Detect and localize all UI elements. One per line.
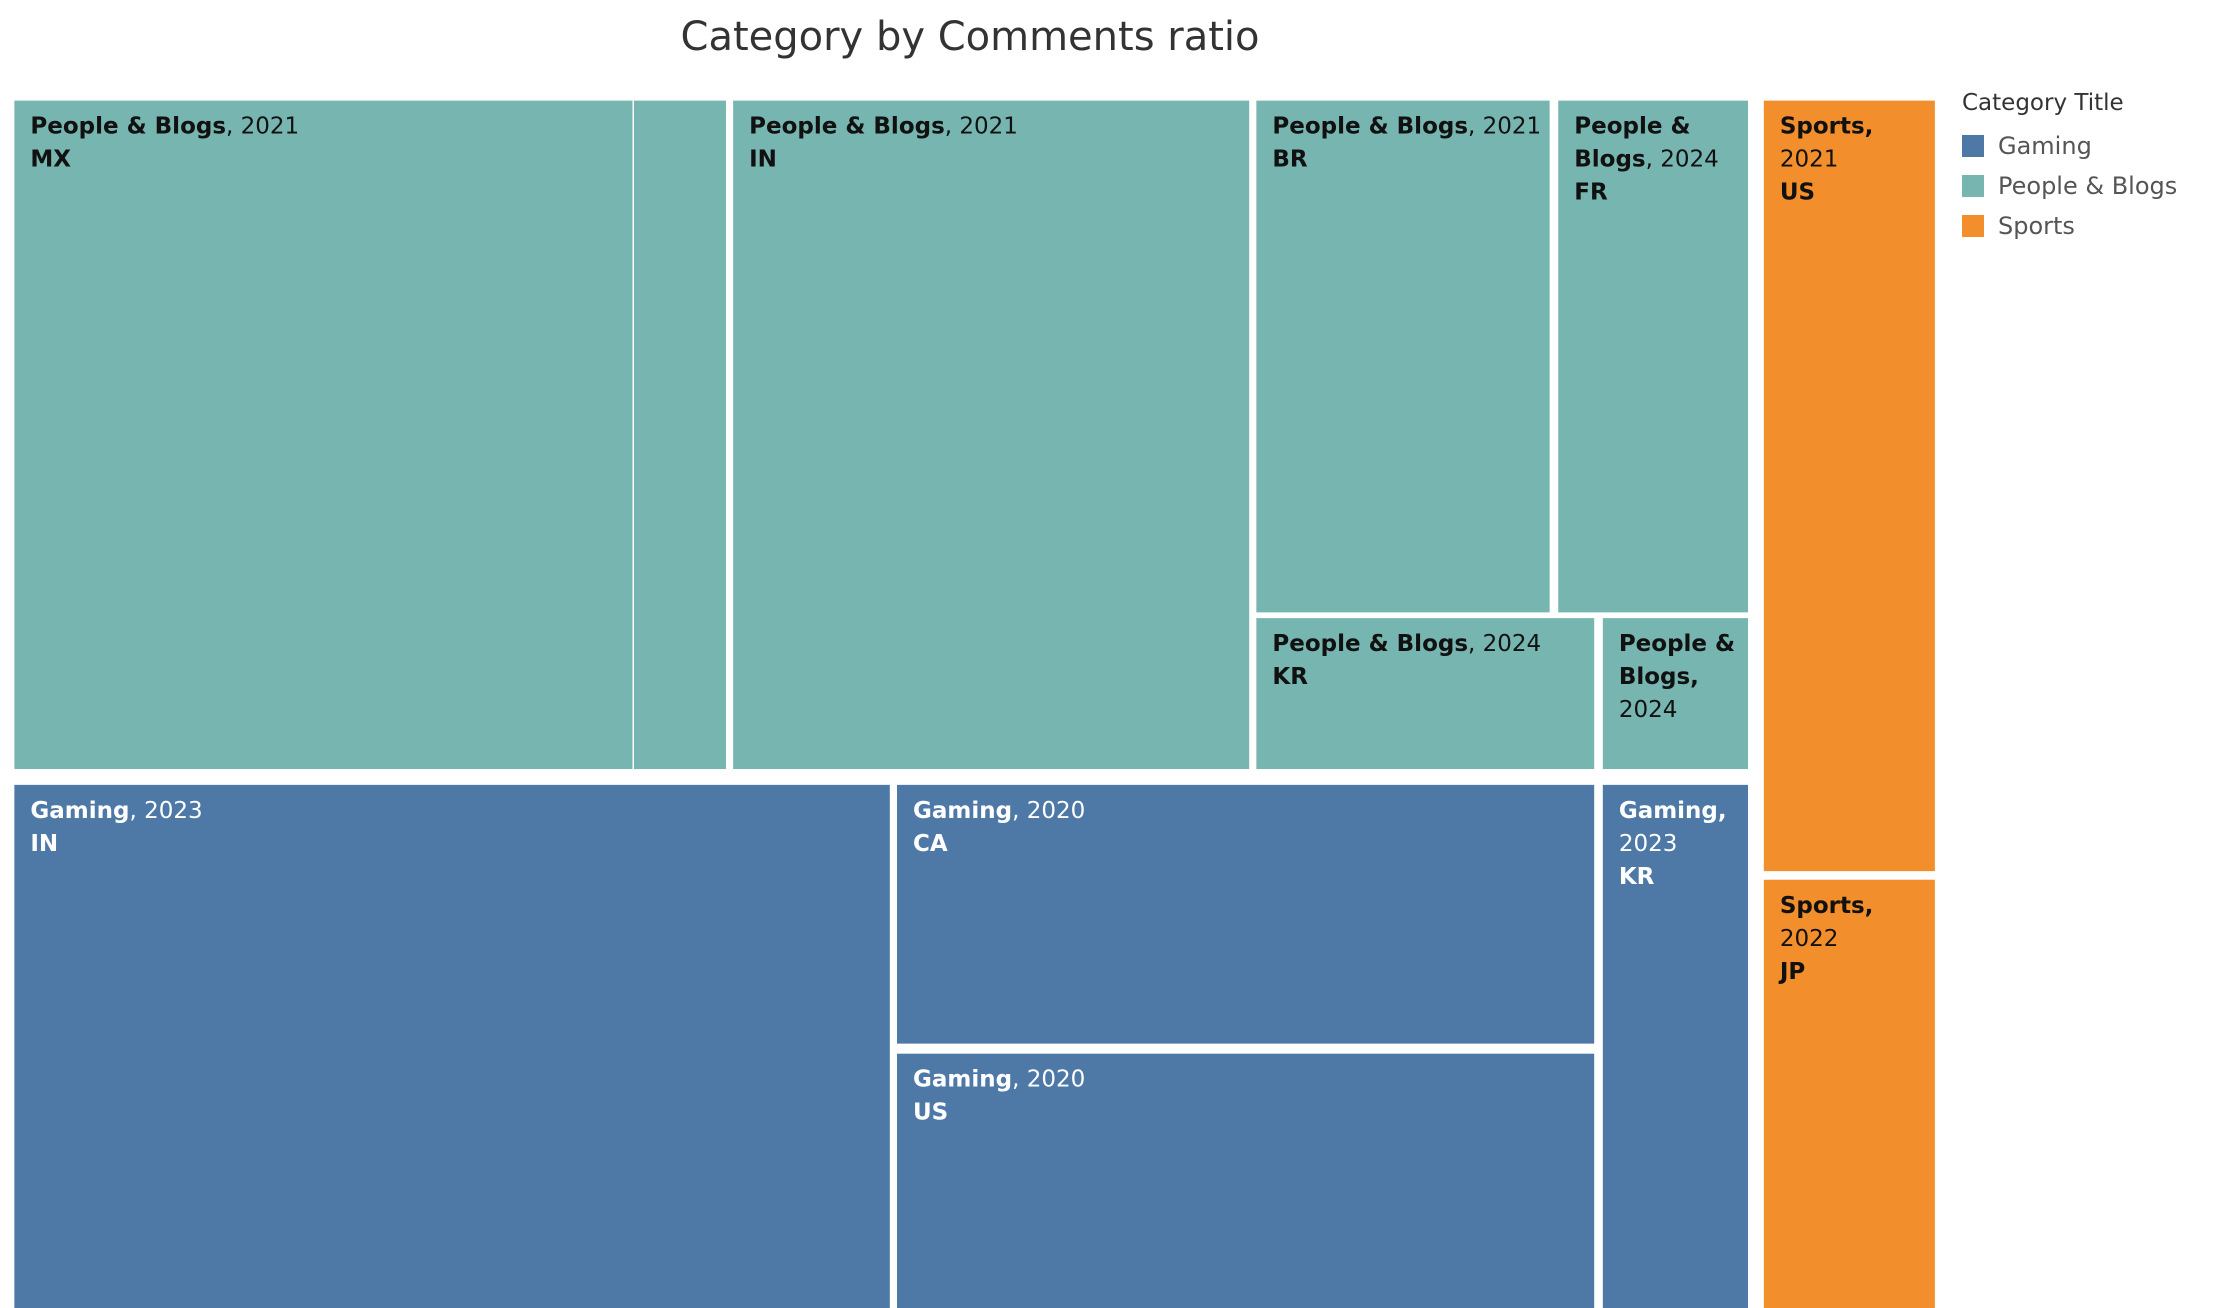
legend-label-sports: Sports: [1998, 212, 2075, 240]
chart-title: Category by Comments ratio: [680, 14, 1260, 60]
tile-people-blogs-2024-kr-rect: [1256, 618, 1595, 770]
tile-people-blogs-2021-in-rect: [733, 100, 1250, 770]
tile-people-blogs-2024-kr[interactable]: People & Blogs, 2024 KR: [1256, 618, 1595, 770]
tile-people-blogs-2024-fr[interactable]: People & Blogs, 2024 FR: [1558, 100, 1748, 613]
tile-people-blogs-2024-i6-rect: [1602, 618, 1748, 770]
tile-people-blogs-x-i1[interactable]: [633, 100, 726, 770]
tile-gaming-2023-in[interactable]: Gaming, 2023 IN: [14, 784, 890, 1308]
tile-gaming-2023-kr-rect: [1602, 784, 1748, 1308]
legend-label-people-blogs: People & Blogs: [1998, 172, 2178, 200]
tile-gaming-2020-ca-label: Gaming, 2020 CA: [913, 798, 1085, 857]
tile-people-blogs-2024-kr-label: People & Blogs, 2024 KR: [1272, 631, 1541, 690]
legend-label-gaming: Gaming: [1998, 132, 2092, 160]
tile-people-blogs-2021-in[interactable]: People & Blogs, 2021 IN: [733, 100, 1250, 770]
legend-item-sports[interactable]: Sports: [1962, 206, 2177, 246]
tile-people-blogs-2024-fr-rect: [1558, 100, 1748, 613]
legend-item-people-blogs[interactable]: People & Blogs: [1962, 166, 2177, 206]
legend-item-gaming[interactable]: Gaming: [1962, 126, 2177, 166]
tile-people-blogs-x-i1-rect: [633, 100, 726, 770]
tile-people-blogs-2021-mx[interactable]: People & Blogs, 2021 MX: [14, 100, 633, 770]
tile-gaming-2023-in-label: Gaming, 2023 IN: [30, 798, 202, 857]
tile-people-blogs-2021-br[interactable]: People & Blogs, 2021 BR: [1256, 100, 1550, 613]
tile-gaming-2020-us-label: Gaming, 2020 US: [913, 1067, 1085, 1126]
tile-people-blogs-2021-br-label: People & Blogs, 2021 BR: [1272, 114, 1541, 173]
tile-gaming-2020-us-rect: [897, 1053, 1595, 1308]
tile-gaming-2023-kr-label: Gaming, 2023 KR: [1619, 798, 1727, 890]
tile-sports-2021-us-label: Sports, 2021 US: [1780, 114, 1874, 206]
legend-swatch-people-blogs: [1962, 175, 1984, 197]
legend-title: Category Title: [1962, 90, 2124, 116]
tile-gaming-2023-in-rect: [14, 784, 890, 1308]
tile-people-blogs-2024-fr-label: People & Blogs, 2024 FR: [1574, 114, 1719, 206]
tile-gaming-2020-ca-rect: [897, 784, 1595, 1044]
tile-sports-2021-us[interactable]: Sports, 2021 US: [1763, 100, 1935, 872]
tile-people-blogs-2024-i6[interactable]: People & Blogs, 2024: [1602, 618, 1748, 770]
tile-sports-2022-jp[interactable]: Sports, 2022 JP: [1763, 879, 1935, 1308]
legend-swatch-sports: [1962, 215, 1984, 237]
tile-gaming-2023-kr[interactable]: Gaming, 2023 KR: [1602, 784, 1748, 1308]
tile-people-blogs-2021-mx-label: People & Blogs, 2021 MX: [30, 114, 299, 173]
tile-people-blogs-2024-i6-label: People & Blogs, 2024: [1619, 631, 1735, 723]
tile-sports-2021-us-rect: [1763, 100, 1935, 872]
tile-gaming-2020-ca[interactable]: Gaming, 2020 CA: [897, 784, 1595, 1044]
tile-sports-2022-jp-rect: [1763, 879, 1935, 1308]
tile-sports-2022-jp-label: Sports, 2022 JP: [1778, 893, 1874, 985]
tile-gaming-2020-us[interactable]: Gaming, 2020 US: [897, 1053, 1595, 1308]
tile-people-blogs-2021-in-label: People & Blogs, 2021 IN: [749, 114, 1018, 173]
legend-swatch-gaming: [1962, 135, 1984, 157]
legend: Category Title Gaming People & Blogs Spo…: [1962, 90, 2177, 246]
tile-people-blogs-2021-br-rect: [1256, 100, 1550, 613]
treemap-chart: People & Blogs, 2021 MX People & Blogs, 20…: [14, 100, 1935, 1308]
tile-people-blogs-2021-mx-rect: [14, 100, 633, 770]
